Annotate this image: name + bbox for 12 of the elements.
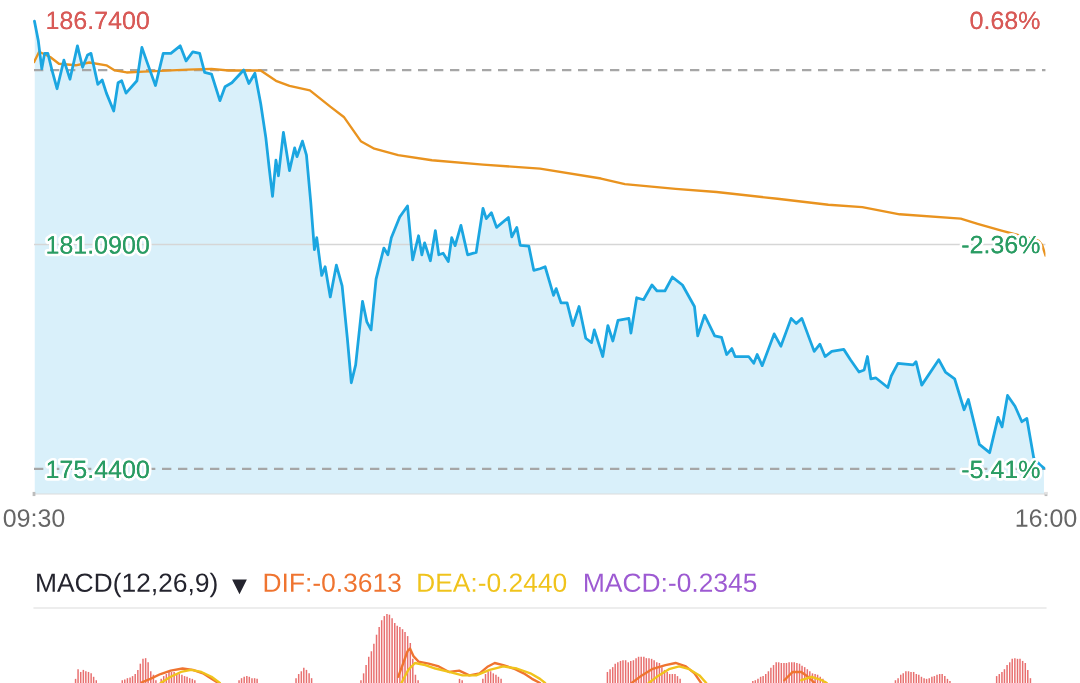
- text: DIF:-0.3613: [264, 573, 401, 593]
- y-tick-label: 186.7400: [47, 11, 149, 30]
- y-tick-label: 175.4400: [47, 460, 149, 479]
- x-tick-label: 16:00: [1016, 509, 1077, 527]
- y-tick-label: 181.0900: [47, 236, 149, 254]
- text: DEA:-0.2440: [418, 573, 567, 593]
- y2-tick-label: -2.36%: [962, 235, 1040, 254]
- x-tick-label: 09:30: [3, 509, 65, 527]
- chart-title: MACD(12,26,9): [37, 572, 217, 598]
- text: MACD:-0.2345: [585, 573, 757, 593]
- y2-tick-label: 0.68%: [970, 11, 1040, 30]
- y2-tick-label: -5.41%: [962, 460, 1040, 479]
